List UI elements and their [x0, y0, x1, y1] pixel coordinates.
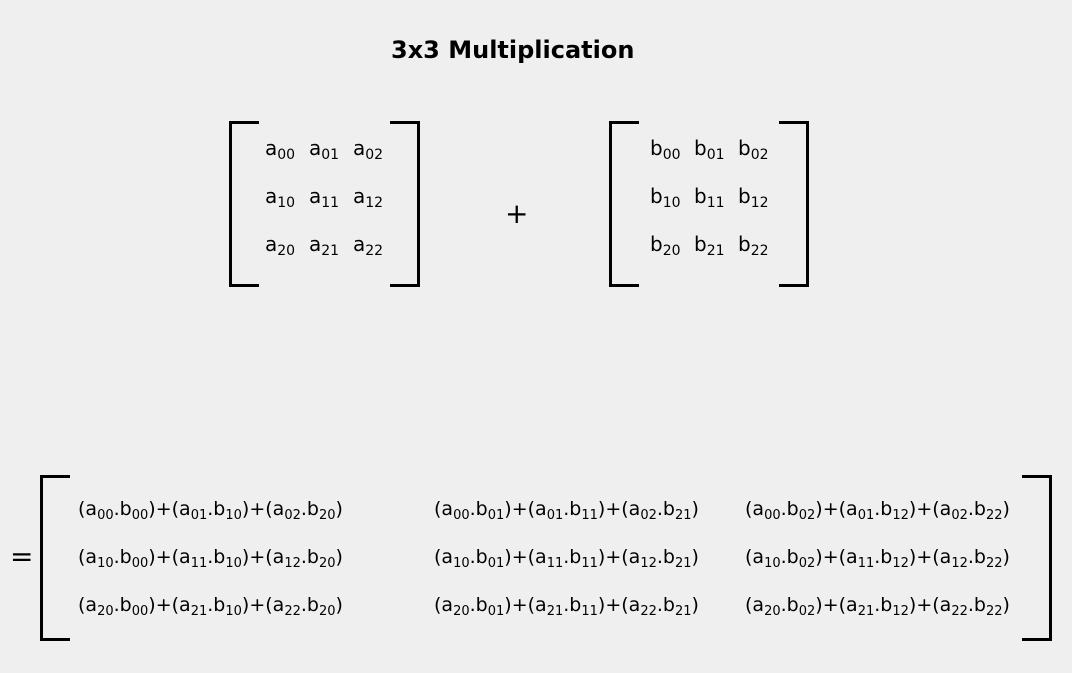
result-cell-1-2: (a10.b02)+(a11.b12)+(a12.b22)	[745, 546, 1010, 571]
matrix-a-cell-1-1: a11	[309, 184, 340, 211]
matrix-a-cell-1-0: a10	[265, 184, 296, 211]
matrix-b-left-bracket	[609, 121, 639, 287]
plus-operator: +	[505, 197, 529, 230]
diagram-title: 3x3 Multiplication	[391, 36, 635, 64]
matrix-a-cell-2-2: a22	[353, 232, 384, 259]
result-cell-0-1: (a00.b01)+(a01.b11)+(a02.b21)	[434, 498, 699, 523]
result-cell-0-0: (a00.b00)+(a01.b10)+(a02.b20)	[78, 498, 343, 523]
matrix-a-left-bracket	[229, 121, 259, 287]
matrix-b-cell-0-2: b02	[738, 136, 769, 163]
equals-operator: =	[10, 540, 34, 573]
matrix-a-cell-2-1: a21	[309, 232, 340, 259]
result-right-bracket	[1022, 475, 1052, 641]
matrix-a-cell-1-2: a12	[353, 184, 384, 211]
matrix-b-right-bracket	[779, 121, 809, 287]
matrix-b-cell-0-0: b00	[650, 136, 681, 163]
result-left-bracket	[40, 475, 70, 641]
result-cell-1-0: (a10.b00)+(a11.b10)+(a12.b20)	[78, 546, 343, 571]
matrix-b-cell-2-1: b21	[694, 232, 725, 259]
matrix-b-cell-1-2: b12	[738, 184, 769, 211]
matrix-a-cell-0-0: a00	[265, 136, 296, 163]
matrix-a-cell-0-2: a02	[353, 136, 384, 163]
result-cell-2-1: (a20.b01)+(a21.b11)+(a22.b21)	[434, 594, 699, 619]
matrix-b-cell-0-1: b01	[694, 136, 725, 163]
matrix-a-cell-0-1: a01	[309, 136, 340, 163]
result-cell-2-2: (a20.b02)+(a21.b12)+(a22.b22)	[745, 594, 1010, 619]
matrix-b-cell-1-1: b11	[694, 184, 725, 211]
matrix-a-right-bracket	[390, 121, 420, 287]
result-cell-2-0: (a20.b00)+(a21.b10)+(a22.b20)	[78, 594, 343, 619]
matrix-b-cell-1-0: b10	[650, 184, 681, 211]
matrix-b-cell-2-0: b20	[650, 232, 681, 259]
matrix-b-cell-2-2: b22	[738, 232, 769, 259]
result-cell-0-2: (a00.b02)+(a01.b12)+(a02.b22)	[745, 498, 1010, 523]
matrix-a-cell-2-0: a20	[265, 232, 296, 259]
result-cell-1-1: (a10.b01)+(a11.b11)+(a12.b21)	[434, 546, 699, 571]
